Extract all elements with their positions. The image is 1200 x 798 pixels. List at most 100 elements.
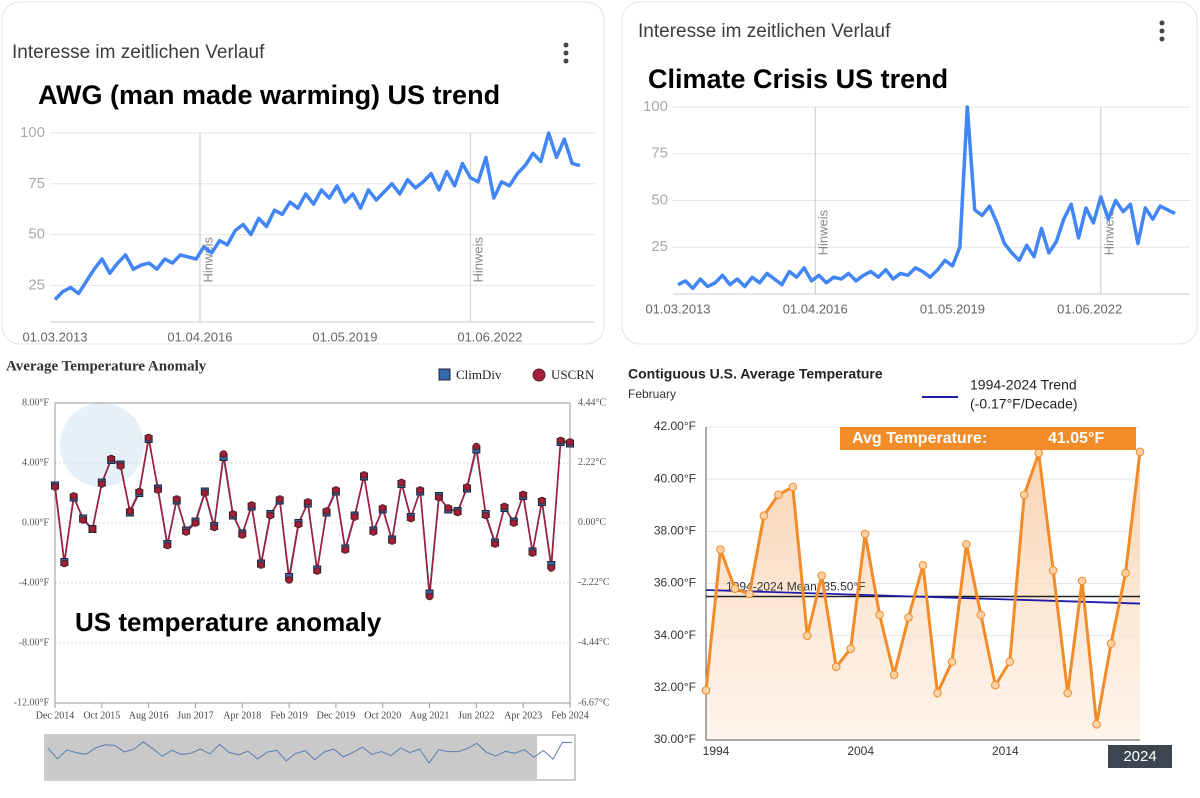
point xyxy=(1005,657,1015,667)
marker xyxy=(69,492,78,500)
marker xyxy=(266,511,275,520)
point xyxy=(1034,448,1044,458)
marker xyxy=(98,480,106,488)
marker xyxy=(416,486,424,494)
marker xyxy=(247,501,256,509)
marker xyxy=(60,559,69,568)
marker xyxy=(407,514,415,523)
trend-line xyxy=(677,105,1176,291)
x-tick-label: 01.06.2022 xyxy=(457,329,522,344)
marker xyxy=(528,549,537,557)
y-tick-label: 50 xyxy=(28,226,45,243)
legend-marker[interactable] xyxy=(438,368,451,381)
marker xyxy=(163,541,172,550)
menu-icon[interactable] xyxy=(563,42,569,64)
logo xyxy=(60,403,144,487)
card xyxy=(1,1,605,345)
x-tick-label: 1994 xyxy=(703,744,730,758)
marker xyxy=(79,516,87,524)
marker xyxy=(378,504,387,512)
marker xyxy=(341,546,350,554)
marker xyxy=(210,523,218,532)
x-tick-label: Dec 2019 xyxy=(317,710,356,721)
marker xyxy=(491,540,499,548)
legend-label[interactable]: ClimDiv xyxy=(456,367,502,382)
x-tick-label: 01.03.2013 xyxy=(22,329,87,344)
marker xyxy=(435,493,443,502)
marker xyxy=(472,442,481,451)
marker xyxy=(238,531,247,539)
marker xyxy=(107,454,115,463)
legend-label[interactable]: 1994-2024 Trend xyxy=(970,377,1077,393)
marker xyxy=(500,502,509,511)
point xyxy=(831,662,841,672)
y-tick-label: 50 xyxy=(651,191,668,208)
marker xyxy=(135,487,144,496)
marker xyxy=(519,490,527,499)
marker xyxy=(453,508,462,517)
marker xyxy=(88,525,97,533)
card xyxy=(621,1,1198,345)
x-tick-label: 2014 xyxy=(992,744,1019,758)
y-tick-label: 100 xyxy=(643,98,668,115)
marker xyxy=(322,507,331,515)
chart-title: Contiguous U.S. Average Temperature xyxy=(628,366,883,382)
chart-subtitle: February xyxy=(628,387,676,401)
x-tick-label: Dec 2014 xyxy=(36,710,75,721)
annotation: Climate Crisis US trend xyxy=(648,64,948,94)
marker xyxy=(463,483,471,491)
point xyxy=(1092,720,1101,729)
annotation: AWG (man made warming) US trend xyxy=(38,80,500,110)
y-tick-label: 8.00°F xyxy=(22,397,49,408)
chart-title: Average Temperature Anomaly xyxy=(6,358,207,374)
point xyxy=(860,529,870,539)
marker xyxy=(191,519,200,527)
legend-label[interactable]: USCRN xyxy=(551,367,595,382)
y2-tick-label: 0.00°C xyxy=(578,517,606,528)
marker xyxy=(350,513,359,521)
marker xyxy=(313,567,321,575)
series-line xyxy=(54,437,571,597)
note-label: Hinweis xyxy=(200,236,215,282)
y-tick-label: 0.00°F xyxy=(22,517,49,528)
point xyxy=(1135,447,1145,457)
y-tick-label: 75 xyxy=(651,145,668,162)
legend-marker[interactable] xyxy=(532,368,546,382)
x-tick-label: Apr 2018 xyxy=(223,710,261,721)
y-tick-label: 32.00°F xyxy=(654,680,696,694)
point xyxy=(1048,566,1058,575)
trend-line xyxy=(705,589,1141,605)
x-tick-label: Jun 2017 xyxy=(177,710,213,721)
y-tick-label: 75 xyxy=(28,175,45,192)
panel-header: Interesse im zeitlichen Verlauf xyxy=(638,21,891,42)
point xyxy=(1106,639,1116,648)
legend-note[interactable]: (-0.17°F/Decade) xyxy=(970,396,1078,412)
tooltip-value: 41.05°F xyxy=(1048,430,1104,447)
point xyxy=(991,680,1000,690)
y-tick-label: 25 xyxy=(651,238,668,255)
point xyxy=(802,631,812,640)
marker xyxy=(547,564,556,572)
point xyxy=(976,610,986,620)
marker xyxy=(332,486,340,494)
y-tick-label: -12.00°F xyxy=(14,697,50,708)
panel-header: Interesse im zeitlichen Verlauf xyxy=(12,42,265,63)
marker xyxy=(538,496,546,505)
point xyxy=(889,670,899,680)
menu-icon[interactable] xyxy=(1159,20,1165,42)
marker xyxy=(556,436,565,445)
y-tick-label: 42.00°F xyxy=(654,419,696,433)
marker xyxy=(360,471,368,479)
marker xyxy=(510,519,518,527)
point xyxy=(745,589,754,599)
point xyxy=(817,571,827,580)
x-tick-label: Aug 2021 xyxy=(410,710,450,721)
x-tick-label: 2024 xyxy=(1123,748,1156,765)
x-tick-label: Oct 2020 xyxy=(364,710,401,721)
y-tick-label: 34.00°F xyxy=(654,628,696,642)
marker xyxy=(294,520,303,529)
x-tick-label: Apr 2023 xyxy=(504,710,542,721)
marker xyxy=(154,486,162,494)
navigator-line xyxy=(47,741,573,764)
